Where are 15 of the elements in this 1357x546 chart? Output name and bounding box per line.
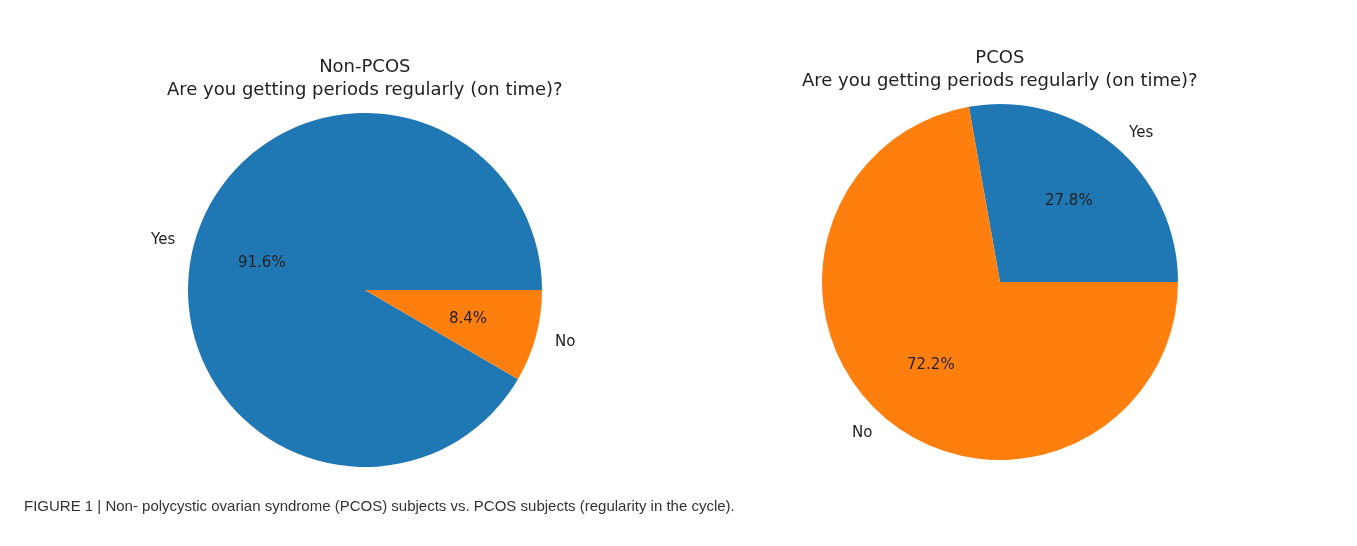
- pie-slice: [365, 290, 542, 380]
- caption: FIGURE 1 | Non- polycystic ovarian syndrome (PCOS) subjects vs. PCOS subjects (regularity in the cycle).: [24, 497, 735, 514]
- pie-slice: [188, 113, 542, 467]
- pie-slice: [822, 106, 1178, 460]
- slice-label: Yes: [1128, 123, 1154, 141]
- slice-label: No: [555, 332, 576, 350]
- data-label: 91.6%: [238, 253, 286, 271]
- slice-label: Yes: [150, 230, 176, 248]
- pie-slice: [968, 104, 1178, 282]
- chart-title: PCOS Are you getting periods regularly (on time)?: [802, 46, 1198, 91]
- chart-title: Non-PCOS Are you getting periods regularly (on time)?: [167, 55, 563, 100]
- data-label: 27.8%: [1045, 191, 1093, 209]
- data-label: 72.2%: [907, 355, 955, 373]
- data-label: 8.4%: [449, 309, 488, 327]
- slice-label: No: [852, 423, 873, 441]
